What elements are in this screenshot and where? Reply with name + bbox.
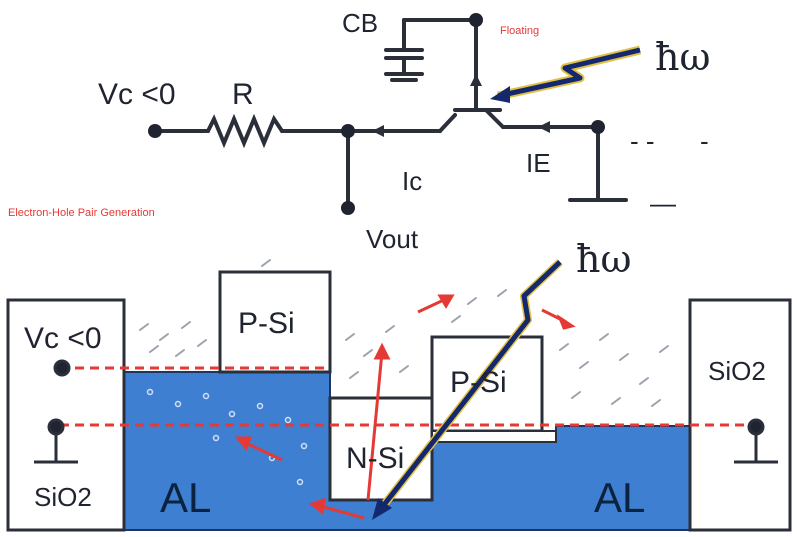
photon-label-bottom: ħω xyxy=(576,237,631,281)
photon-arrow-bottom xyxy=(372,259,563,520)
resistor xyxy=(206,113,284,149)
collector-current-label: Ic xyxy=(402,166,422,196)
floating-label: Floating xyxy=(500,25,539,37)
aluminum-right-label: AL xyxy=(594,474,645,521)
oxide-left xyxy=(6,298,126,532)
terminal-floating xyxy=(469,13,483,27)
device-terminals xyxy=(34,359,778,464)
caption: Electron-Hole Pair Generation xyxy=(8,207,155,219)
device-terminal-vc xyxy=(53,359,71,377)
vout-label: Vout xyxy=(366,224,419,254)
device-vc-label: Vc <0 xyxy=(24,322,102,355)
capacitor-label: CB xyxy=(342,8,378,38)
carrier-particles xyxy=(139,259,669,407)
device-blocks xyxy=(6,270,792,532)
vc-label: Vc <0 xyxy=(98,78,176,111)
device-oxide-right-label: SiO2 xyxy=(708,356,766,386)
p-si-right-label: P-Si xyxy=(450,366,507,399)
holes-in-aluminum xyxy=(146,388,308,486)
carrier-arrows xyxy=(234,294,576,520)
photon-arrow-top xyxy=(490,45,642,103)
n-si xyxy=(328,396,434,502)
step-ledge xyxy=(431,430,557,443)
device-terminal-ground-left xyxy=(47,418,65,436)
transistor-collector-lead xyxy=(438,113,457,133)
circuit-schematic xyxy=(153,18,628,210)
base-current-arrow xyxy=(470,74,482,86)
node-junction xyxy=(341,124,355,138)
p-si-left-label: P-Si xyxy=(238,307,295,340)
oxide-right xyxy=(688,298,792,532)
minus-marks-1: - - xyxy=(630,126,655,156)
minus-marks-3: — xyxy=(650,188,676,218)
circuit-terminals xyxy=(148,13,605,215)
potential-lines xyxy=(60,366,756,427)
device-oxide-left-label: SiO2 xyxy=(34,482,92,512)
emitter-current-label: IE xyxy=(526,148,551,178)
n-si-label: N-Si xyxy=(346,442,404,475)
photon-label-top: ħω xyxy=(655,35,710,79)
terminal-vout xyxy=(341,201,355,215)
device-terminal-ground-right xyxy=(747,418,765,436)
terminal-vc xyxy=(148,124,162,138)
collector-current-arrow xyxy=(372,125,384,137)
aluminum-left-label: AL xyxy=(160,474,211,521)
resistor-label: R xyxy=(232,78,254,111)
emitter-current-arrow xyxy=(538,121,550,133)
terminal-emitter xyxy=(591,120,605,134)
minus-marks-2: - xyxy=(700,126,709,156)
current-arrows xyxy=(372,74,550,137)
p-si-left xyxy=(218,270,332,374)
transistor-emitter-lead xyxy=(484,108,505,129)
